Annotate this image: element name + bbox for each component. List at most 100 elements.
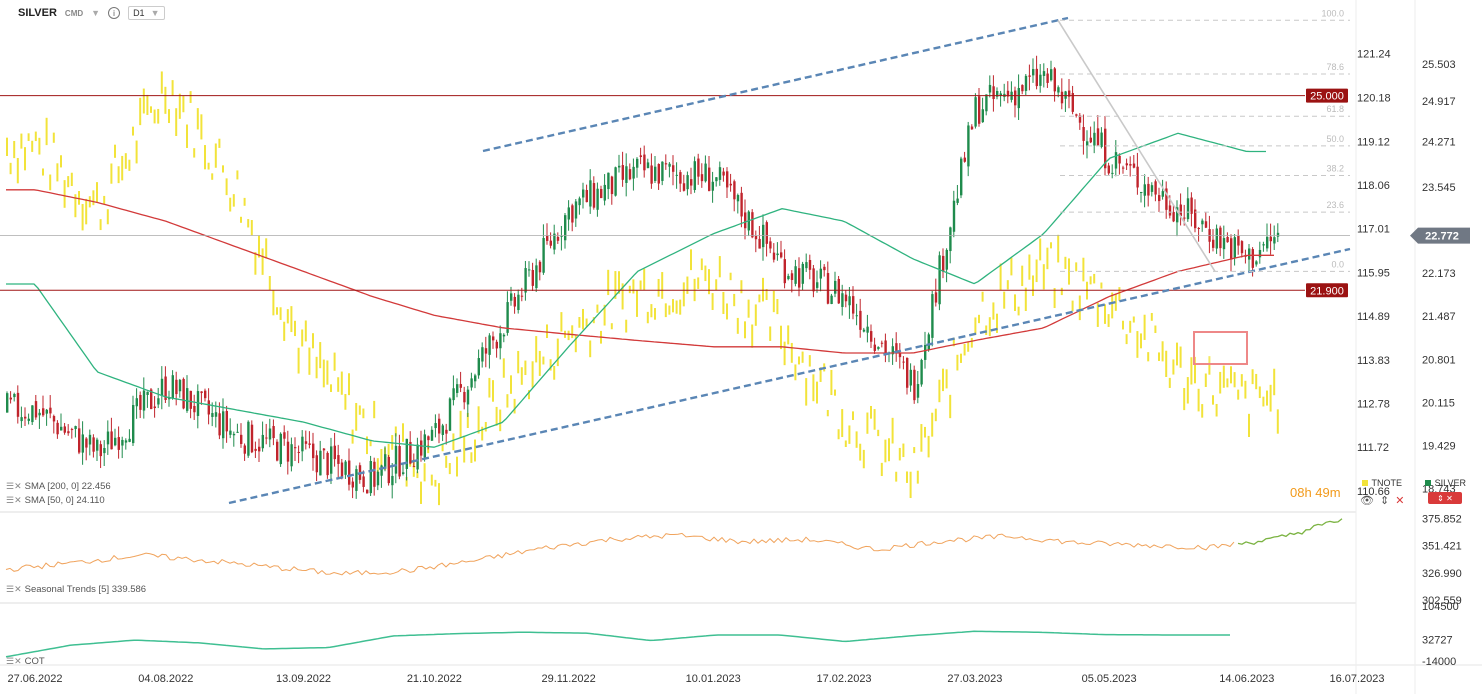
tnote-bar bbox=[1082, 257, 1085, 282]
cot-indicator[interactable]: ☰✕ COT bbox=[6, 656, 45, 667]
tnote-bar bbox=[106, 209, 109, 225]
tnote-bar bbox=[49, 174, 52, 191]
list-icon[interactable]: ☰✕ bbox=[6, 495, 22, 505]
tnote-bar bbox=[787, 325, 790, 345]
tnote-bar bbox=[625, 319, 628, 333]
tnote-bar bbox=[74, 194, 77, 218]
tnote-bar bbox=[85, 198, 88, 225]
close-icon[interactable]: ✕ bbox=[1395, 495, 1405, 507]
seasonal-indicator[interactable]: ☰✕ Seasonal Trends [5] 339.586 bbox=[6, 584, 146, 595]
tnote-bar bbox=[236, 170, 239, 180]
tnote-bar bbox=[301, 329, 304, 347]
fib-level-label: 100.0 bbox=[1321, 8, 1344, 18]
tnote-bar bbox=[524, 360, 527, 376]
tnote-bar bbox=[535, 336, 538, 363]
candle-body bbox=[639, 155, 642, 158]
list-icon[interactable]: ☰✕ bbox=[6, 584, 22, 594]
sma200-indicator[interactable]: ☰✕ SMA [200, 0] 22.456 bbox=[6, 481, 111, 492]
candle-body bbox=[218, 413, 221, 436]
tnote-bar bbox=[610, 323, 613, 330]
symbol-dropdown-icon[interactable]: ▼ bbox=[91, 8, 101, 18]
tnote-bar bbox=[204, 145, 206, 170]
tnote-bar bbox=[171, 80, 174, 96]
candle-body bbox=[510, 293, 513, 301]
reorder-icon[interactable]: ⇕ bbox=[1379, 495, 1390, 507]
candle-body bbox=[783, 259, 786, 284]
candle-body bbox=[1100, 132, 1103, 147]
exchange-label: CMD bbox=[64, 8, 84, 18]
tnote-bar bbox=[240, 216, 242, 223]
candle-body bbox=[542, 237, 545, 273]
tnote-bar bbox=[862, 449, 865, 469]
silver-settings-button[interactable]: ⇕ ✕ bbox=[1428, 492, 1462, 504]
candle-body bbox=[1165, 188, 1168, 210]
tnote-bar bbox=[456, 456, 458, 477]
candle-body bbox=[956, 198, 959, 203]
candle-body bbox=[798, 268, 801, 288]
tnote-bar bbox=[952, 337, 955, 347]
candle-body bbox=[1096, 128, 1100, 146]
candle-body bbox=[646, 162, 650, 169]
candle-body bbox=[931, 294, 934, 338]
candle-body bbox=[895, 343, 898, 352]
candle-body bbox=[1104, 128, 1107, 169]
price-axis-label: 24.271 bbox=[1422, 136, 1456, 148]
candle-body bbox=[445, 429, 448, 434]
sma50-indicator[interactable]: ☰✕ SMA [50, 0] 24.110 bbox=[6, 495, 105, 506]
fib-level-label: 78.6 bbox=[1326, 62, 1344, 72]
eye-icon[interactable]: 👁 bbox=[1360, 495, 1374, 507]
tnote-bar bbox=[1078, 295, 1081, 321]
candle-body bbox=[146, 391, 149, 395]
candle-body bbox=[1201, 220, 1204, 225]
tnote-bar bbox=[1194, 356, 1196, 384]
timeframe-select[interactable]: D1 ▼ bbox=[128, 6, 165, 20]
tnote-bar bbox=[114, 144, 116, 158]
candle-body bbox=[596, 188, 599, 210]
tnote-bar bbox=[1222, 365, 1225, 388]
cot-axis-label: 104500 bbox=[1422, 601, 1459, 613]
candle-body bbox=[708, 167, 711, 191]
tnote-axis-label: 120.18 bbox=[1357, 92, 1391, 104]
legend-tnote[interactable]: TNOTE bbox=[1361, 478, 1402, 488]
tnote-bar bbox=[538, 350, 541, 376]
candle-body bbox=[42, 408, 45, 416]
tnote-bar bbox=[798, 356, 800, 365]
legend-silver[interactable]: SILVER bbox=[1424, 478, 1466, 488]
candle-body bbox=[20, 417, 23, 422]
candle-body bbox=[380, 465, 383, 476]
list-icon[interactable]: ☰✕ bbox=[6, 481, 22, 491]
candle-body bbox=[153, 406, 156, 409]
tnote-bar bbox=[146, 94, 149, 115]
candle-body bbox=[902, 361, 905, 363]
tnote-bar bbox=[1262, 396, 1265, 407]
candle-body bbox=[340, 462, 344, 478]
tnote-bar bbox=[1096, 302, 1099, 327]
symbol-name[interactable]: SILVER bbox=[18, 7, 57, 19]
candle-body bbox=[546, 235, 549, 241]
tnote-bar bbox=[1161, 341, 1164, 362]
tnote-bar bbox=[758, 294, 761, 303]
tnote-bar bbox=[1248, 413, 1250, 437]
tnote-bar bbox=[1233, 372, 1236, 388]
tnote-bar bbox=[902, 443, 905, 458]
candle-body bbox=[6, 393, 9, 413]
candle-body bbox=[1150, 185, 1154, 192]
tnote-bar bbox=[1237, 389, 1240, 400]
list-icon[interactable]: ☰✕ bbox=[6, 656, 22, 666]
tnote-bar bbox=[1107, 314, 1110, 327]
info-icon[interactable]: i bbox=[108, 7, 121, 19]
tnote-bar bbox=[24, 147, 26, 171]
tnote-bar bbox=[654, 308, 656, 320]
tnote-bar bbox=[31, 140, 34, 152]
tnote-bar bbox=[1039, 238, 1042, 261]
candle-body bbox=[549, 240, 552, 246]
candle-body bbox=[99, 444, 102, 457]
candle-body bbox=[1024, 75, 1028, 91]
candle-body bbox=[1136, 166, 1139, 188]
candle-body bbox=[690, 179, 693, 186]
tnote-bar bbox=[963, 343, 966, 356]
candle-body bbox=[974, 97, 977, 127]
candle-body bbox=[1226, 236, 1229, 243]
candle-body bbox=[841, 293, 844, 307]
